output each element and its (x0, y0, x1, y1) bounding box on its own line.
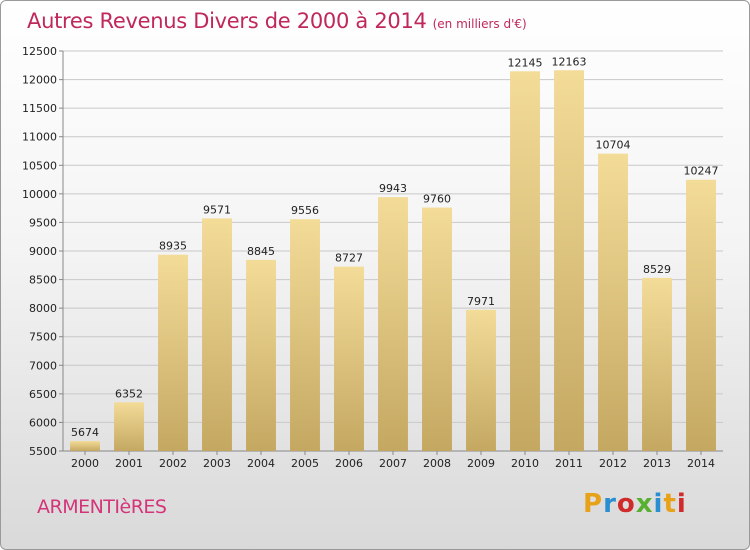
bar (510, 71, 540, 452)
y-tick-label: 8000 (29, 302, 57, 315)
x-tick-label: 2009 (467, 457, 495, 470)
bar-value-label: 9571 (203, 203, 231, 216)
bar (114, 402, 144, 451)
bar (422, 207, 452, 451)
x-tick-label: 2003 (203, 457, 231, 470)
bar-value-label: 12145 (508, 56, 543, 69)
y-tick-label: 5500 (29, 445, 57, 458)
bar-value-label: 9943 (379, 182, 407, 195)
bar-value-label: 8935 (159, 240, 187, 253)
bar-value-label: 8529 (643, 263, 671, 276)
x-tick-label: 2006 (335, 457, 363, 470)
bar-value-label: 12163 (552, 55, 587, 68)
bar-value-label: 9760 (423, 193, 451, 206)
chart-title: Autres Revenus Divers de 2000 à 2014 (en … (27, 9, 527, 33)
x-tick-label: 2012 (599, 457, 627, 470)
bar (158, 254, 188, 451)
bar (290, 219, 320, 451)
y-tick-label: 11000 (22, 131, 57, 144)
logo-letter: i (676, 489, 687, 519)
bar-value-label: 10247 (684, 165, 719, 178)
bar-value-label: 6352 (115, 387, 143, 400)
bar (246, 259, 276, 451)
y-tick-label: 12500 (22, 45, 57, 58)
x-tick-label: 2008 (423, 457, 451, 470)
bar (466, 309, 496, 451)
bar-value-label: 9556 (291, 204, 319, 217)
logo-letter: o (616, 489, 636, 519)
bar-value-label: 7971 (467, 295, 495, 308)
bar (202, 218, 232, 451)
y-tick-label: 10000 (22, 188, 57, 201)
y-tick-label: 7000 (29, 359, 57, 372)
x-tick-label: 2005 (291, 457, 319, 470)
y-tick-label: 7500 (29, 331, 57, 344)
x-tick-label: 2014 (687, 457, 715, 470)
y-tick-label: 6500 (29, 388, 57, 401)
y-tick-label: 12000 (22, 74, 57, 87)
logo-letter: r (603, 489, 617, 519)
bar-value-label: 5674 (71, 426, 99, 439)
y-tick-label: 8500 (29, 274, 57, 287)
x-tick-label: 2011 (555, 457, 583, 470)
logo-letter: x (635, 489, 654, 519)
y-tick-label: 10500 (22, 159, 57, 172)
bar-value-label: 8727 (335, 252, 363, 265)
x-tick-label: 2004 (247, 457, 275, 470)
chart-title-text: Autres Revenus Divers de 2000 à 2014 (27, 9, 427, 33)
x-tick-label: 2001 (115, 457, 143, 470)
chart-subtitle: (en milliers d'€) (432, 17, 527, 31)
x-tick-label: 2007 (379, 457, 407, 470)
x-tick-label: 2010 (511, 457, 539, 470)
logo-letter: P (583, 489, 604, 519)
bar (334, 266, 364, 451)
bar-value-label: 8845 (247, 245, 275, 258)
x-tick-label: 2000 (71, 457, 99, 470)
bar (378, 197, 408, 451)
logo-letter: i (653, 489, 664, 519)
bar (686, 179, 716, 451)
bar (70, 441, 100, 451)
x-tick-label: 2002 (159, 457, 187, 470)
y-tick-label: 9500 (29, 216, 57, 229)
proxiti-logo: Proxiti (583, 489, 687, 519)
bar (598, 153, 628, 451)
bar (554, 70, 584, 451)
y-tick-label: 6000 (29, 416, 57, 429)
city-name: ARMENTIèRES (37, 496, 167, 518)
x-tick-label: 2013 (643, 457, 671, 470)
bar (642, 277, 672, 451)
y-tick-label: 9000 (29, 245, 57, 258)
bar-value-label: 10704 (596, 139, 631, 152)
y-tick-label: 11500 (22, 102, 57, 115)
logo-letter: t (663, 489, 677, 519)
